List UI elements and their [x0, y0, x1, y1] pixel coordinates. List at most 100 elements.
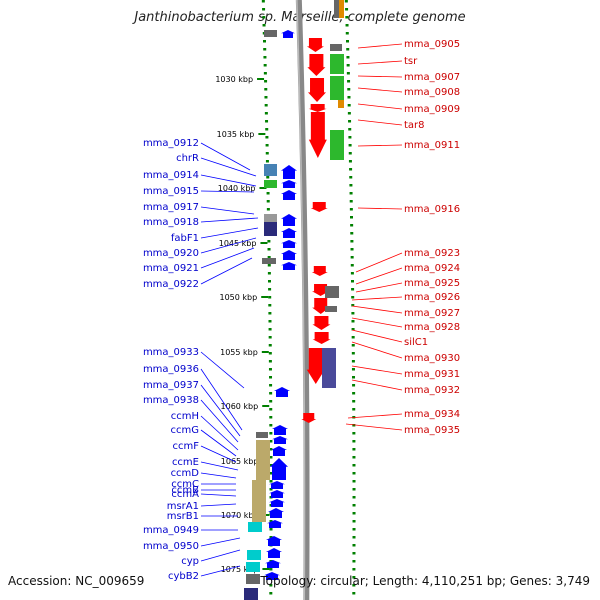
label-leader-line	[200, 549, 241, 562]
track-dot	[264, 112, 268, 115]
gene-label-left: ccmF	[173, 441, 200, 452]
track-dot	[350, 248, 354, 251]
gene-label-left: ccmC	[171, 479, 199, 490]
reverse-gene-arrow	[308, 78, 327, 102]
track-dot	[351, 336, 355, 339]
track-dot	[348, 152, 352, 155]
forward-gene-arrow	[272, 425, 288, 435]
gene-block	[264, 180, 277, 188]
gene-label-right: mma_0923	[404, 248, 460, 259]
track-dot	[350, 256, 354, 259]
track-dot	[350, 240, 354, 243]
label-leader-line	[200, 206, 255, 215]
label-leader-line	[357, 75, 403, 78]
track-dot	[265, 152, 269, 155]
track-dot	[269, 408, 273, 411]
track-dot	[268, 368, 272, 371]
label-leader-line	[357, 103, 403, 110]
label-leader-line	[200, 429, 237, 457]
gene-label-right: mma_0907	[404, 72, 460, 83]
gene-block	[339, 0, 344, 18]
gene-block	[264, 214, 277, 222]
gene-label-left: mma_0918	[143, 217, 199, 228]
track-dot	[346, 48, 350, 51]
track-dot	[264, 88, 268, 91]
track-dot	[347, 88, 351, 91]
label-leader-line	[200, 257, 253, 285]
gene-block	[246, 574, 260, 584]
gene-label-left: ccmE	[172, 457, 199, 468]
reverse-gene-arrow	[307, 54, 326, 76]
track-dot	[268, 360, 272, 363]
tick-label: 1045 kbp	[219, 239, 257, 248]
track-dot	[351, 312, 355, 315]
label-leader-line	[200, 493, 237, 497]
track-dot	[352, 480, 356, 483]
track-dot	[352, 512, 356, 515]
track-dot	[269, 536, 273, 539]
track-dot	[269, 432, 273, 435]
track-dot	[352, 488, 356, 491]
track-dot	[352, 376, 356, 379]
reverse-gene-arrow	[310, 202, 328, 212]
track-dot	[352, 392, 356, 395]
label-leader-line	[200, 174, 257, 187]
backbone-highlight	[296, 0, 306, 600]
forward-gene-arrow	[281, 180, 297, 188]
track-dot	[269, 528, 273, 531]
label-leader-line	[351, 329, 403, 343]
label-leader-line	[200, 565, 241, 577]
label-leader-line	[345, 423, 403, 431]
label-leader-line	[200, 537, 241, 547]
track-dot	[266, 208, 270, 211]
gene-label-right: mma_0930	[404, 353, 460, 364]
track-dot	[269, 440, 273, 443]
gene-block	[247, 550, 261, 560]
track-dot	[262, 24, 266, 27]
track-dot	[352, 472, 356, 475]
track-dot	[352, 384, 356, 387]
track-dot	[349, 168, 353, 171]
gene-label-left: mma_0922	[143, 279, 199, 290]
track-dot	[352, 576, 356, 579]
track-dot	[261, 0, 265, 3]
tick-mark	[262, 568, 270, 570]
track-dot	[266, 200, 270, 203]
gene-label-right: mma_0924	[404, 263, 460, 274]
label-leader-line	[200, 472, 237, 479]
gene-label-right: mma_0935	[404, 425, 460, 436]
gene-block	[338, 100, 344, 108]
track-dot	[351, 320, 355, 323]
track-dot	[268, 296, 272, 299]
gene-label-right: mma_0925	[404, 278, 460, 289]
track-dot	[269, 384, 273, 387]
track-dot	[346, 56, 350, 59]
track-dot	[265, 160, 269, 163]
track-dot	[344, 0, 348, 3]
label-leader-line	[200, 445, 237, 463]
forward-gene-arrow	[269, 490, 285, 498]
gene-block	[256, 440, 270, 480]
label-leader-line	[351, 296, 403, 301]
gene-label-right: tar8	[404, 120, 425, 131]
track-dot	[352, 504, 356, 507]
gene-label-right: mma_0928	[404, 322, 460, 333]
label-leader-line	[355, 252, 403, 273]
track-dot	[269, 464, 273, 467]
track-dot	[346, 72, 350, 75]
gene-block	[325, 286, 339, 298]
track-dot	[268, 312, 272, 315]
track-dot	[262, 8, 266, 11]
gene-label-right: silC1	[404, 337, 428, 348]
gene-label-right: mma_0905	[404, 39, 460, 50]
track-dot	[350, 264, 354, 267]
track-dot	[269, 488, 273, 491]
track-dot	[267, 264, 271, 267]
track-dot	[269, 472, 273, 475]
tick-mark	[259, 187, 267, 189]
track-dot	[347, 80, 351, 83]
gene-block	[330, 54, 344, 74]
track-dot	[350, 224, 354, 227]
track-dot	[345, 8, 349, 11]
tick-mark	[261, 296, 269, 298]
